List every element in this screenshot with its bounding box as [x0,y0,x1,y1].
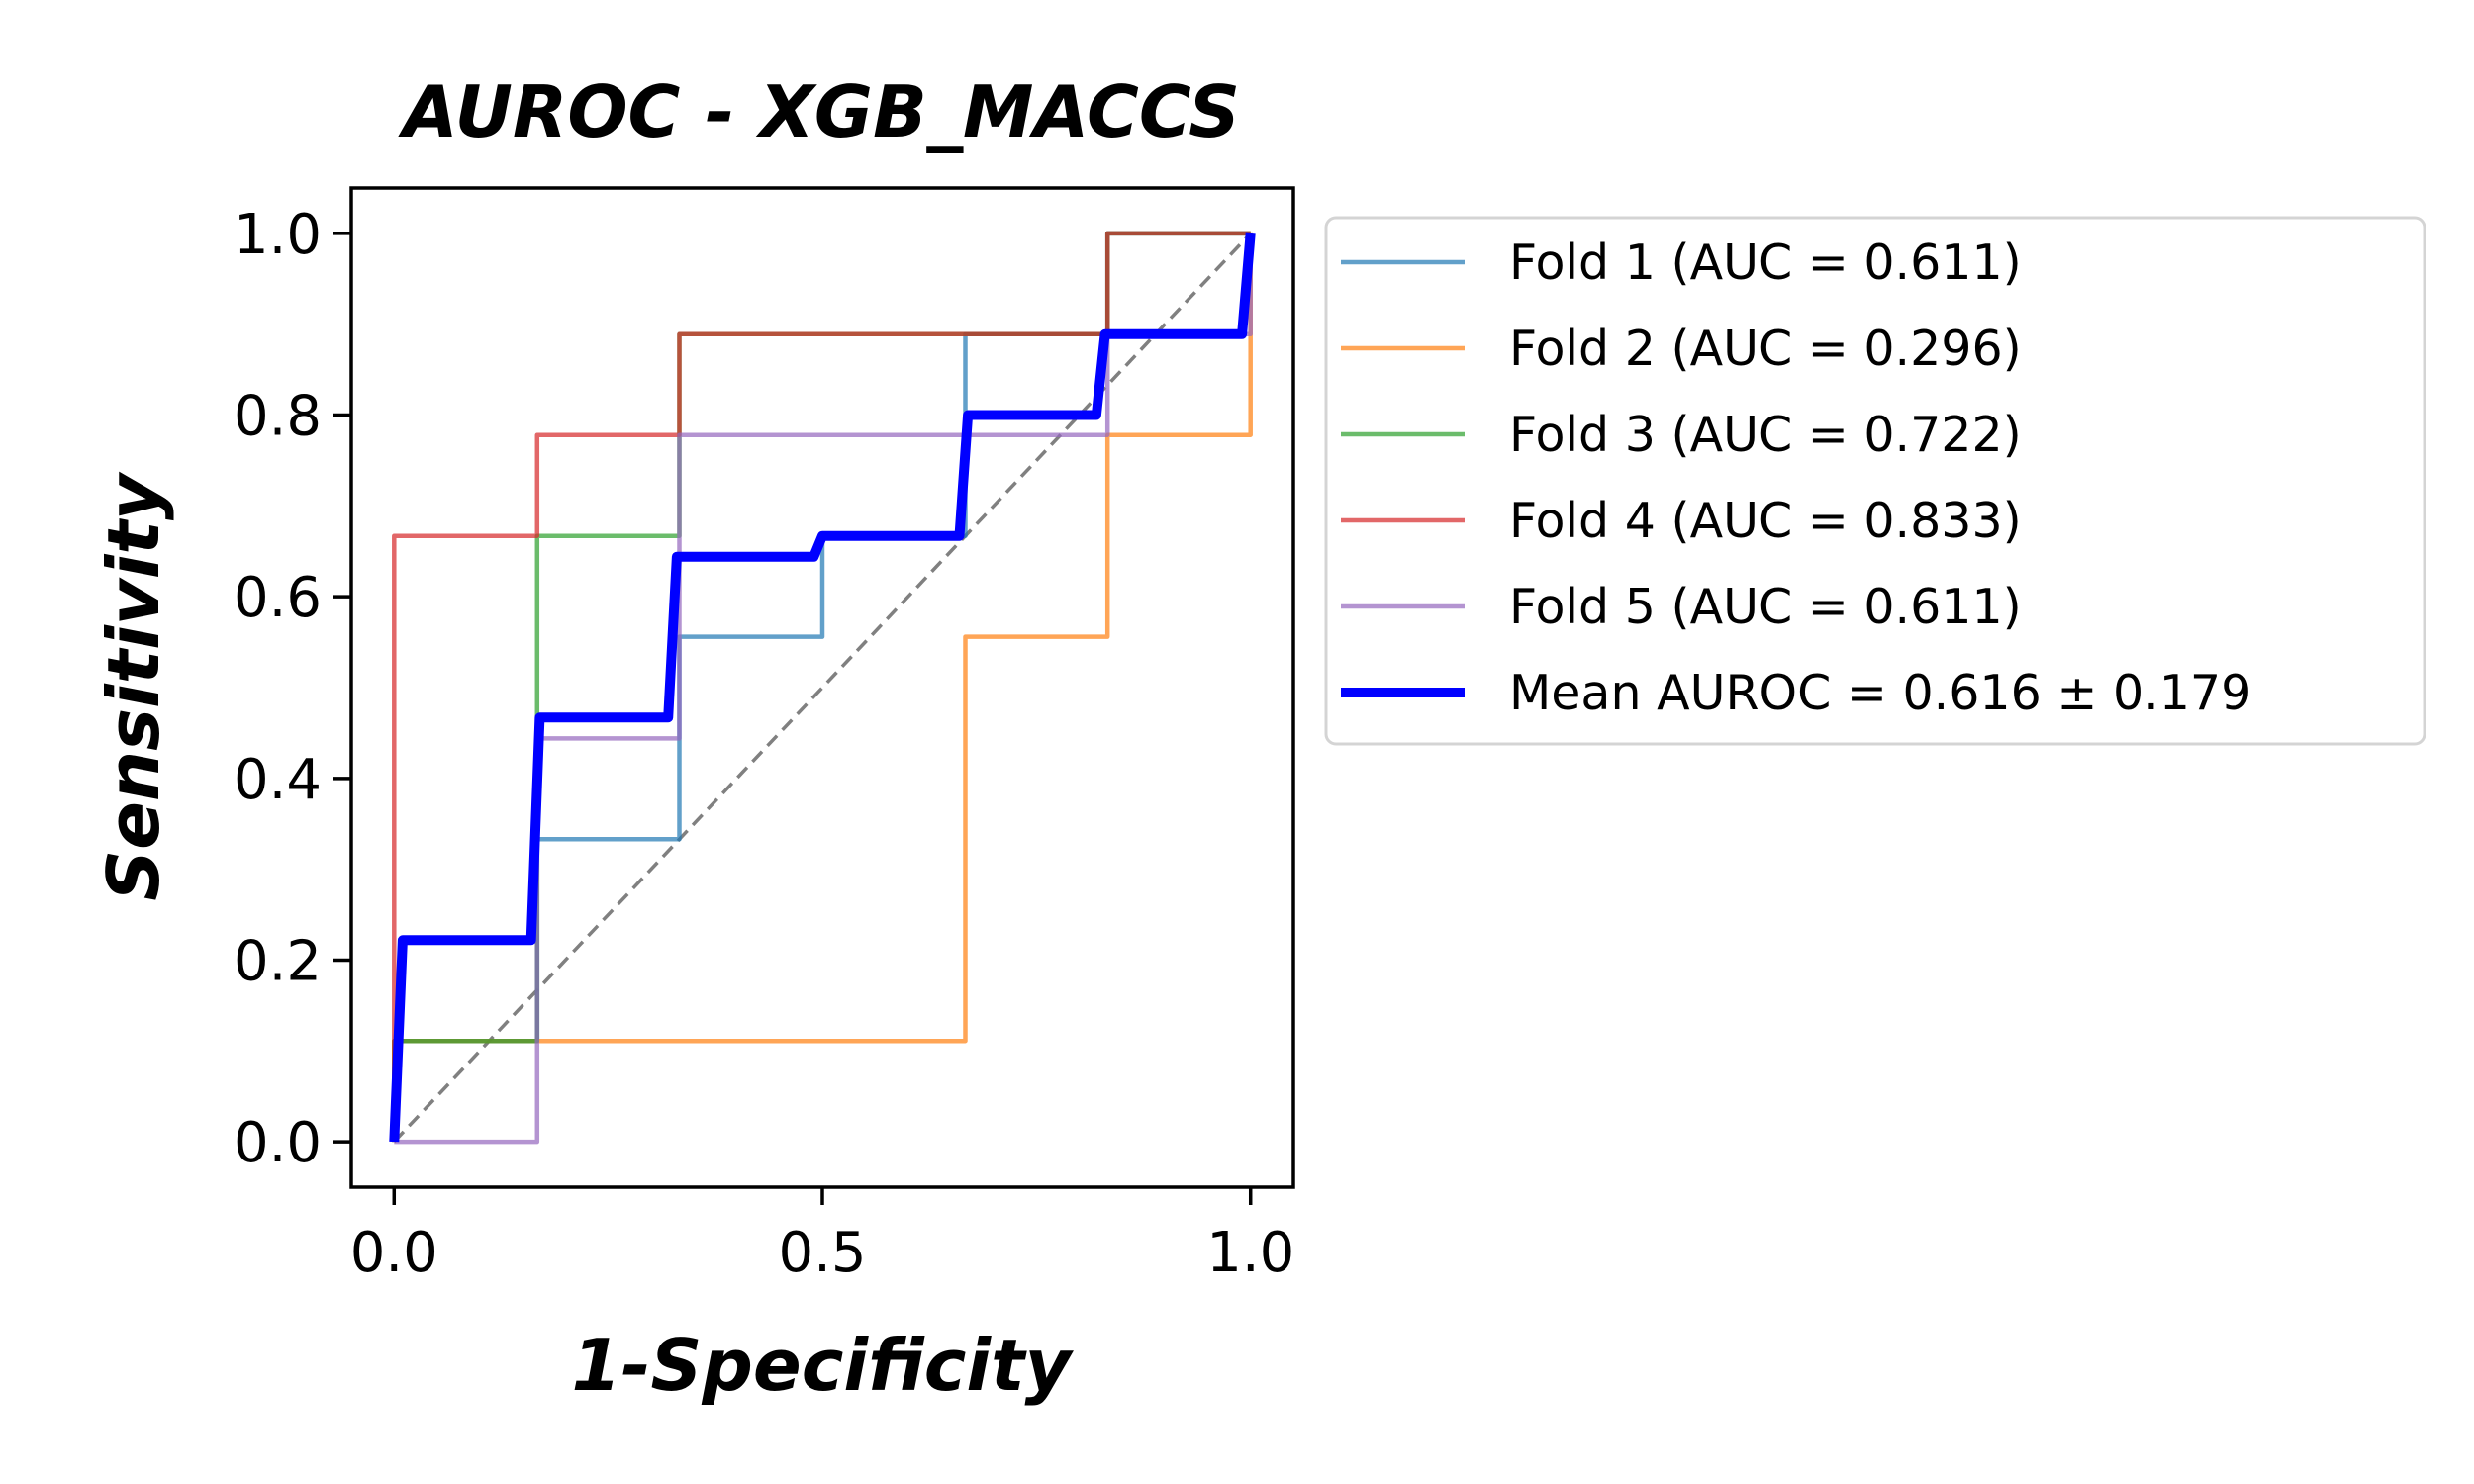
legend-label-fold-3: Fold 3 (AUC = 0.722) [1509,407,2022,463]
legend-frame [1324,216,2426,746]
plot-lines [389,231,1256,1145]
mean-roc-line [389,232,1256,1143]
legend-label-fold-4: Fold 4 (AUC = 0.833) [1509,493,2022,549]
chance-diagonal-line [392,232,1253,1144]
legend-label-fold-5: Fold 5 (AUC = 0.611) [1509,579,2022,635]
y-tick-label: 1.0 [234,203,322,267]
x-tick-label: 0.5 [778,1221,866,1285]
axis-ticks: 0.0 0.5 1.0 0.0 0.2 0.4 0.6 0.8 1.0 [234,203,1294,1285]
x-axis-title: 1-Specificity [572,1324,1075,1407]
y-tick-label: 0.2 [234,929,322,993]
legend: Fold 1 (AUC = 0.611) Fold 2 (AUC = 0.296)… [1324,216,2426,746]
legend-label-fold-1: Fold 1 (AUC = 0.611) [1509,234,2022,291]
y-axis-title: Sensitivity [92,471,175,901]
y-tick-label: 0.8 [234,385,322,449]
y-tick-label: 0.6 [234,566,322,630]
x-tick-label: 0.0 [350,1221,438,1285]
y-tick-label: 0.4 [234,748,322,812]
legend-label-fold-2: Fold 2 (AUC = 0.296) [1509,321,2022,377]
chart-title: AUROC - XGB_MACCS [398,70,1240,153]
legend-label-mean: Mean AUROC = 0.616 ± 0.179 [1509,665,2251,721]
y-tick-label: 0.0 [234,1111,322,1175]
x-tick-label: 1.0 [1206,1221,1294,1285]
